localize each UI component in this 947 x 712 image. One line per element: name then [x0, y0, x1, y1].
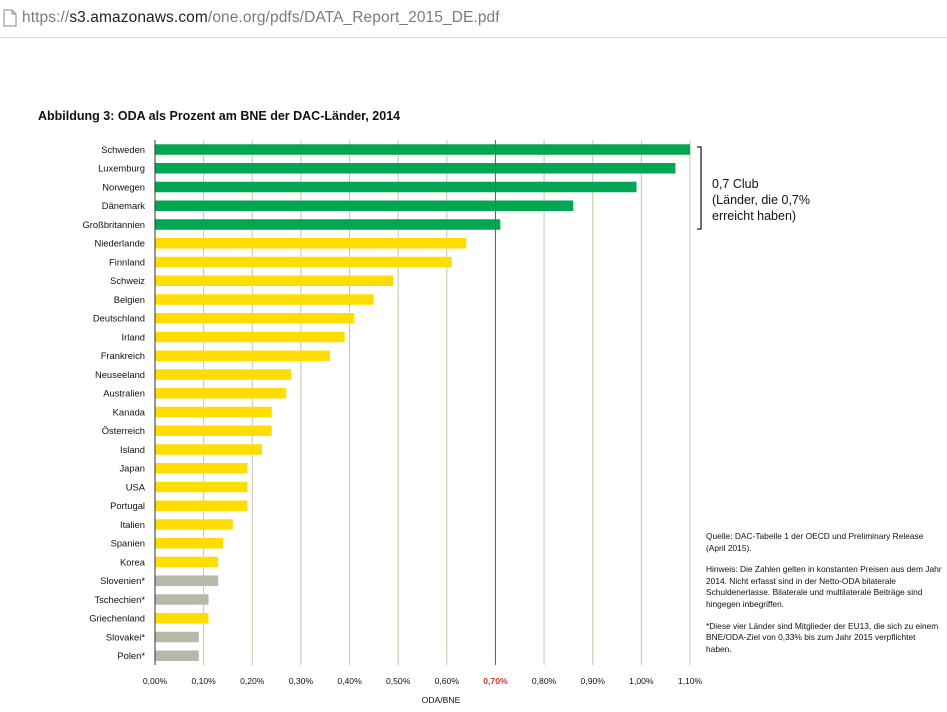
footnote: *Diese vier Länder sind Mitglieder der E…: [706, 620, 939, 654]
category-label: Kanada: [113, 406, 146, 417]
bar: [155, 294, 374, 305]
bar: [155, 519, 233, 530]
category-label: Norwegen: [102, 181, 145, 192]
bar: [155, 650, 199, 661]
page-icon: [3, 9, 17, 27]
category-label: Niederlande: [94, 238, 145, 249]
category-label: Polen*: [117, 650, 145, 661]
bar: [155, 256, 452, 268]
category-label: Korea: [120, 556, 146, 567]
bar: [155, 350, 331, 361]
bar: [155, 444, 262, 455]
bar: [155, 575, 219, 586]
category-label: Spanien: [111, 538, 145, 549]
bar: [155, 594, 209, 605]
bar: [155, 181, 637, 193]
url-host: s3.amazonaws.com: [69, 9, 208, 26]
url-path: /one.org/pdfs/DATA_Report_2015_DE.pdf: [207, 9, 500, 26]
x-tick-label: 1,00%: [629, 676, 654, 686]
bar: [155, 406, 272, 418]
bar: [155, 613, 209, 624]
category-label: Slovenien*: [100, 575, 145, 586]
category-label: Dänemark: [102, 200, 146, 211]
category-label: Großbritannien: [82, 219, 145, 230]
bar: [155, 425, 272, 436]
bar: [155, 200, 574, 211]
x-tick-label: 0,20%: [240, 676, 265, 686]
club-annotation: 0,7 Club (Länder, die 0,7% erreicht habe…: [712, 176, 810, 224]
category-label: USA: [126, 481, 146, 492]
x-tick-label: 0,00%: [143, 676, 168, 686]
category-label: Tschechien*: [94, 594, 145, 605]
bar: [155, 275, 394, 286]
bar: [155, 238, 467, 249]
category-label: Slovakei*: [106, 631, 145, 642]
category-label: Neuseeland: [95, 369, 145, 380]
category-label: Belgien: [114, 294, 145, 305]
bar: [155, 219, 501, 230]
x-tick-label: 0,60%: [435, 676, 460, 686]
x-tick-label: 0,10%: [191, 676, 216, 686]
bar: [155, 313, 355, 324]
category-label: Griechenland: [89, 613, 145, 624]
x-axis-label: ODA/BNE: [422, 695, 461, 705]
category-label: Deutschland: [93, 313, 145, 324]
category-label: Frankreich: [101, 350, 145, 361]
club-annotation-line1: 0,7 Club: [712, 177, 759, 191]
category-label: Australien: [103, 388, 145, 399]
bar: [155, 481, 248, 493]
bar: [155, 144, 690, 155]
chart-title: Abbildung 3: ODA als Prozent am BNE der …: [38, 109, 401, 123]
category-label: Portugal: [110, 500, 145, 511]
category-label: Japan: [119, 463, 145, 474]
category-label: Italien: [120, 519, 145, 530]
x-tick-label: 0,80%: [532, 676, 557, 686]
club-bracket: [697, 146, 702, 230]
category-label: Finnland: [109, 256, 145, 267]
url-text[interactable]: https://s3.amazonaws.com/one.org/pdfs/DA…: [22, 9, 500, 27]
category-label: Österreich: [102, 425, 145, 436]
bar: [155, 331, 345, 343]
bar: [155, 556, 219, 568]
category-label: Luxemburg: [98, 163, 145, 174]
hint-note: Hinweis: Die Zahlen gelten in konstanten…: [706, 564, 942, 609]
notes-block: Quelle: DAC-Tabelle 1 der OECD und Preli…: [706, 531, 942, 665]
category-label: Schweiz: [110, 275, 145, 286]
x-tick-label: 1,10%: [678, 676, 703, 686]
club-annotation-line3: erreicht haben): [712, 209, 797, 223]
x-tick-label: 0,40%: [337, 676, 362, 686]
category-label: Island: [120, 444, 145, 455]
bar: [155, 538, 224, 549]
bar: [155, 369, 292, 380]
url-scheme: https://: [22, 9, 70, 26]
x-tick-label: 0,50%: [386, 676, 411, 686]
bar: [155, 163, 676, 174]
category-label: Schweden: [101, 144, 145, 155]
x-tick-label: 0,30%: [289, 676, 314, 686]
address-bar[interactable]: https://s3.amazonaws.com/one.org/pdfs/DA…: [0, 0, 947, 38]
bar: [155, 463, 248, 474]
bar: [155, 500, 248, 511]
category-label: Irland: [122, 331, 145, 342]
x-tick-label: 0,70%: [483, 676, 508, 686]
x-tick-label: 0,90%: [581, 676, 606, 686]
bar: [155, 388, 287, 399]
bar: [155, 631, 199, 643]
source-note: Quelle: DAC-Tabelle 1 der OECD und Preli…: [706, 531, 924, 553]
club-annotation-line2: (Länder, die 0,7%: [712, 193, 810, 207]
